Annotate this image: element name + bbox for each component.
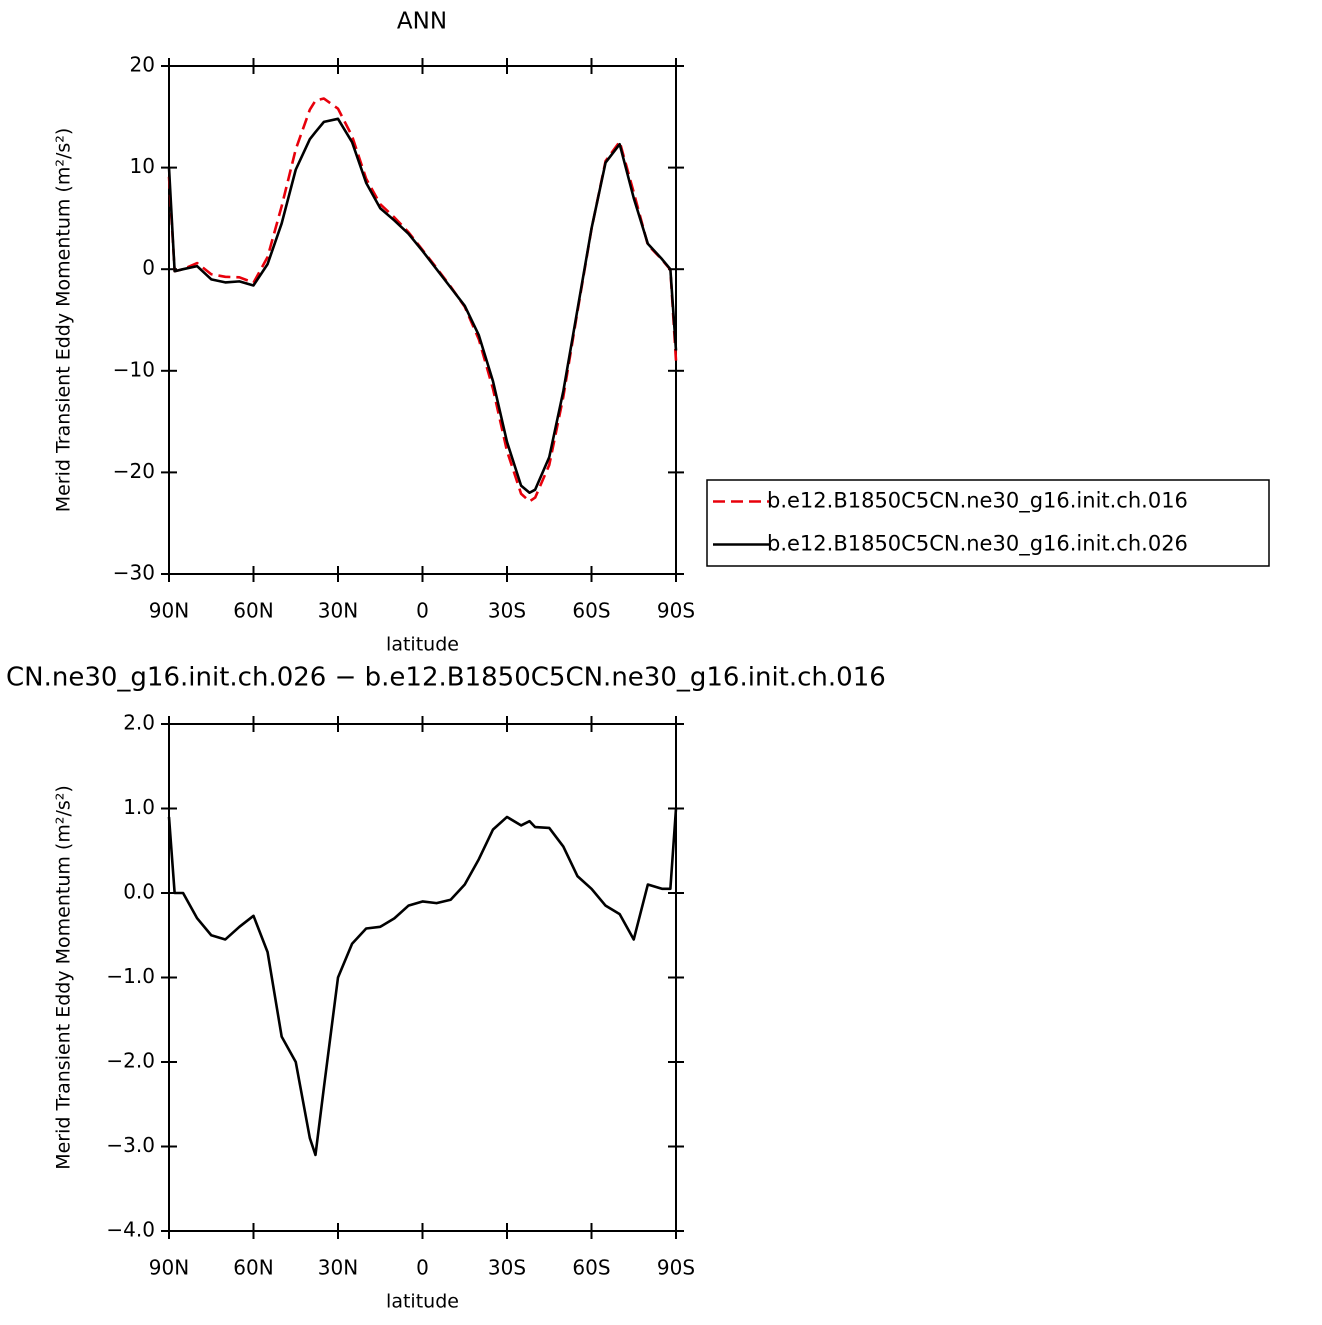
data-line <box>167 117 678 495</box>
chart-title: ANN <box>397 9 447 35</box>
data-line <box>167 808 678 1157</box>
x-tick-label: 90N <box>149 599 189 623</box>
y-tick-label: −1.0 <box>106 964 155 988</box>
chart-title: CN.ne30_g16.init.ch.026 − b.e12.B1850C5C… <box>6 663 886 693</box>
x-tick-label: 90S <box>657 1256 695 1280</box>
y-tick-label: 0 <box>142 256 155 280</box>
x-tick-label: 60N <box>233 599 273 623</box>
x-tick-label: 30N <box>318 1256 358 1280</box>
x-tick-label: 30N <box>318 599 358 623</box>
data-line <box>167 97 678 503</box>
x-tick-label: 30S <box>488 1256 526 1280</box>
plot-frame <box>168 65 677 575</box>
plot-frame <box>168 723 677 1232</box>
x-axis-label: latitude <box>386 634 459 656</box>
x-tick-label: 30S <box>488 599 526 623</box>
y-tick-label: −2.0 <box>106 1049 155 1073</box>
x-tick-label: 90N <box>149 1256 189 1280</box>
y-tick-label: 10 <box>130 154 155 178</box>
y-tick-label: −30 <box>113 561 155 585</box>
y-tick-label: 2.0 <box>123 711 155 735</box>
x-tick-label: 60S <box>572 1256 610 1280</box>
y-tick-label: −20 <box>113 459 155 483</box>
y-axis-label: Merid Transient Eddy Momentum (m²/s²) <box>53 785 75 1170</box>
x-tick-label: 60S <box>572 599 610 623</box>
x-tick-label: 0 <box>416 1256 429 1280</box>
legend-label: b.e12.B1850C5CN.ne30_g16.init.ch.016 <box>767 489 1188 514</box>
y-tick-label: 1.0 <box>123 795 155 819</box>
y-axis-label: Merid Transient Eddy Momentum (m²/s²) <box>53 128 75 513</box>
x-tick-label: 0 <box>416 599 429 623</box>
y-tick-label: −10 <box>113 357 155 381</box>
y-tick-label: −4.0 <box>106 1218 155 1242</box>
x-tick-label: 60N <box>233 1256 273 1280</box>
y-tick-label: 20 <box>130 53 155 77</box>
y-tick-label: 0.0 <box>123 880 155 904</box>
legend-label: b.e12.B1850C5CN.ne30_g16.init.ch.026 <box>767 532 1188 557</box>
x-axis-label: latitude <box>386 1291 459 1313</box>
legend-box <box>706 479 1270 567</box>
y-tick-label: −3.0 <box>106 1133 155 1157</box>
x-tick-label: 90S <box>657 599 695 623</box>
